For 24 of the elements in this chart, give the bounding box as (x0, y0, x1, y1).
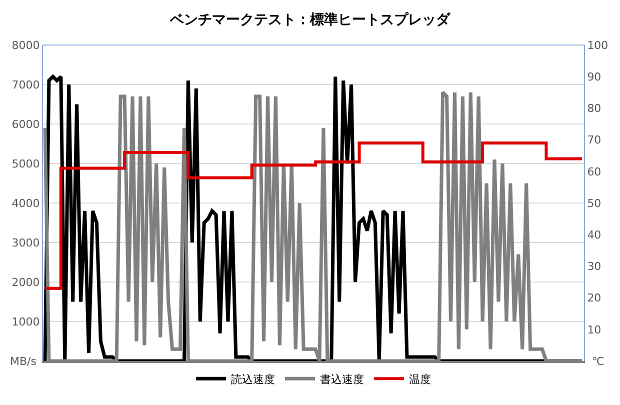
y-tick-label: 5000 (12, 157, 40, 170)
y2-tick-label: 40 (587, 228, 602, 242)
y2-tick-label: 70 (587, 134, 602, 147)
y2-tick-label: 90 (587, 70, 602, 84)
y-tick-label: 1000 (12, 315, 40, 328)
y-tick-label: 2000 (12, 276, 40, 289)
legend-label: 温度 (409, 372, 431, 386)
y-tick-label: 8000 (12, 38, 40, 52)
legend-label: 読込速度 (231, 372, 275, 386)
chart-title: ベンチマークテスト：標準ヒートスプレッダ (169, 10, 451, 28)
y-axis-title: MB/s (10, 355, 37, 368)
legend-label: 書込速度 (320, 372, 364, 386)
y2-tick-label: 10 (587, 323, 602, 336)
y2-axis-title: ℃ (592, 355, 604, 368)
y-tick-label: 4000 (12, 196, 40, 210)
y-tick-label: 7000 (12, 78, 40, 92)
y2-tick-label: 80 (587, 102, 602, 116)
y2-tick-label: 20 (587, 292, 602, 305)
y2-tick-label: 60 (587, 165, 602, 178)
y-tick-label: 6000 (12, 118, 40, 131)
y2-tick-label: 50 (587, 196, 602, 210)
y-tick-label: 3000 (12, 236, 40, 250)
y2-tick-label: 30 (587, 260, 602, 274)
y2-tick-label: 100 (587, 38, 608, 52)
